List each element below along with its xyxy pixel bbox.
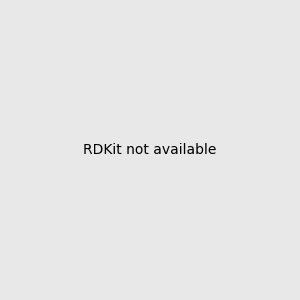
Text: RDKit not available: RDKit not available [83,143,217,157]
